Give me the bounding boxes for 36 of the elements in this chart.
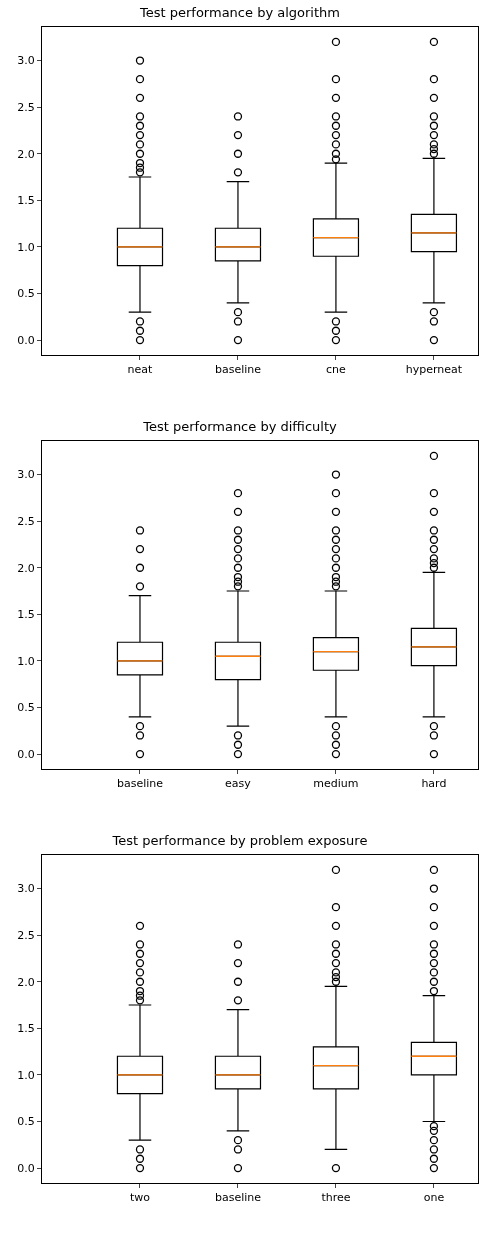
y-tick-label: 0.0: [17, 333, 35, 347]
y-tick-label: 3.0: [17, 468, 35, 482]
x-tick-label: cne: [326, 363, 347, 377]
chart-title: Test performance by problem exposure: [111, 833, 368, 849]
y-tick-label: 0.5: [17, 287, 35, 301]
y-tick-label: 1.5: [17, 608, 35, 622]
y-tick-label: 0.5: [17, 701, 35, 715]
x-tick-label: neat: [127, 363, 154, 377]
y-tick-label: 0.0: [17, 747, 35, 761]
y-tick-label: 3.0: [17, 882, 35, 896]
y-tick-label: 2.5: [17, 928, 35, 942]
y-tick-label: 2.5: [17, 100, 35, 114]
y-tick-label: 2.0: [17, 561, 35, 575]
y-tick-label: 0.5: [17, 1115, 35, 1129]
x-tick-label: three: [321, 1191, 351, 1205]
x-tick-label: easy: [225, 777, 252, 791]
y-tick-label: 1.5: [17, 194, 35, 208]
y-tick-label: 2.0: [17, 147, 35, 161]
y-tick-label: 1.0: [17, 240, 35, 254]
y-tick-label: 3.0: [17, 54, 35, 68]
x-tick-label: medium: [313, 777, 359, 791]
x-tick-label: baseline: [214, 363, 262, 377]
x-tick-label: two: [129, 1191, 151, 1205]
y-tick-label: 1.0: [17, 654, 35, 668]
y-tick-label: 0.0: [17, 1161, 35, 1175]
x-tick-label: hyperneat: [405, 363, 463, 377]
chart-title: Test performance by difficulty: [142, 419, 338, 435]
chart-title: Test performance by algorithm: [139, 5, 340, 21]
x-tick-label: one: [423, 1191, 445, 1205]
y-tick-label: 2.5: [17, 514, 35, 528]
x-tick-label: hard: [421, 777, 447, 791]
x-tick-label: baseline: [116, 777, 164, 791]
x-tick-label: baseline: [214, 1191, 262, 1205]
y-tick-label: 1.0: [17, 1068, 35, 1082]
y-tick-label: 2.0: [17, 975, 35, 989]
y-tick-label: 1.5: [17, 1022, 35, 1036]
